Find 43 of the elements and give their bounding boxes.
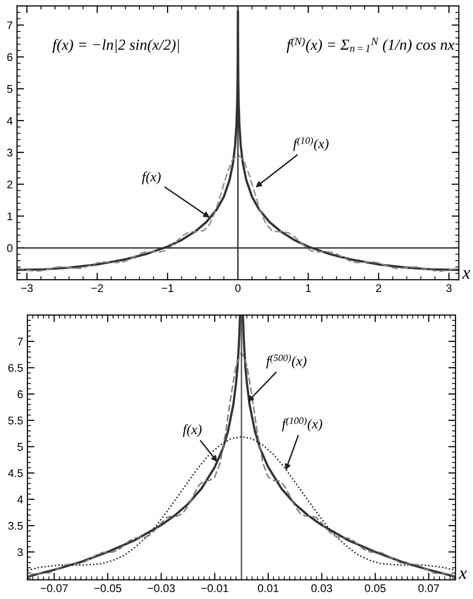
x-tick-label: 0.07 [418, 584, 439, 592]
y-tick-label: 4 [17, 496, 23, 504]
x-tick-label: −3 [21, 284, 33, 292]
y-tick-label: 4.5 [8, 469, 23, 478]
annotation: f(x) [142, 172, 161, 184]
x-axis-title: x [458, 570, 467, 579]
annotation: f(x) [182, 424, 202, 437]
y-tick-label: 5 [18, 443, 23, 451]
x-tick-label: −1 [162, 284, 174, 292]
x-tick-label: 3 [446, 284, 452, 292]
x-tick-label: −0.05 [94, 584, 122, 592]
annotation: f$^{(10)}$(x) [293, 137, 329, 152]
y-tick-label: 1 [8, 212, 12, 220]
x-tick-label: −2 [91, 284, 103, 292]
y-tick-label: 6.5 [8, 364, 23, 372]
y-tick-label: 3 [18, 548, 23, 556]
y-tick-label: 7 [7, 21, 12, 30]
x-tick-label: −0.01 [201, 584, 228, 592]
y-tick-label: 5.5 [8, 416, 23, 424]
y-tick-label: 7 [18, 338, 23, 346]
x-axis-title: x [462, 270, 470, 279]
x-tick-label: −0.07 [40, 584, 68, 592]
x-tick-label: 2 [376, 284, 382, 292]
line-series [27, 436, 456, 572]
x-tick-label: 1 [306, 284, 311, 292]
x-tick-label: 0 [235, 284, 241, 292]
x-tick-label: 0.01 [258, 584, 278, 592]
annotation: f(x) = −ln|2 sin(x/2)| [52, 39, 179, 54]
y-tick-label: 6 [7, 53, 12, 62]
x-tick-label: −0.03 [148, 584, 175, 592]
y-tick-label: 4 [6, 116, 13, 125]
annotation: f$^{(500)}$(x) [266, 354, 306, 368]
x-tick-label: 0.05 [364, 584, 386, 592]
annotation: f$^{(100)}$(x) [282, 417, 322, 432]
line-series [17, 154, 459, 272]
y-tick-label: 6 [18, 390, 23, 398]
annotation: f$^{(N)}$(x) = Σ$_{n=1}$$^{N}$ (1/n) cos nx [286, 37, 454, 53]
y-tick-label: 3.5 [8, 522, 23, 530]
x-tick-label: 0.03 [311, 584, 332, 592]
y-tick-label: 0 [7, 244, 12, 252]
y-tick-label: 2 [7, 180, 12, 188]
y-tick-label: 5 [7, 85, 12, 93]
y-tick-label: 3 [7, 148, 12, 157]
